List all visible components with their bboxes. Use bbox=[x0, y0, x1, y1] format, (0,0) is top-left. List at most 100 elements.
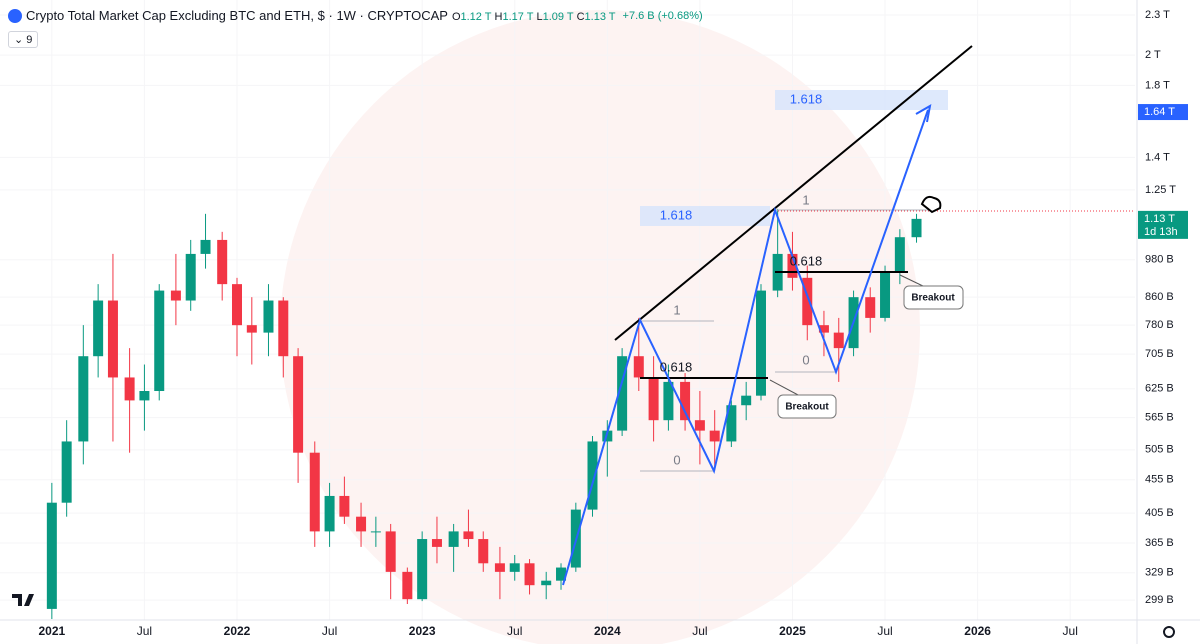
candle-body bbox=[107, 300, 118, 378]
candle-body bbox=[217, 239, 228, 285]
connector bbox=[769, 379, 801, 397]
fib-label: 1 bbox=[802, 192, 809, 207]
candle-body bbox=[431, 539, 442, 547]
cursor-icon bbox=[920, 195, 942, 214]
callout-text: Breakout bbox=[785, 402, 829, 413]
candle-body bbox=[541, 580, 552, 586]
settings-icon[interactable] bbox=[1163, 626, 1175, 638]
candle-body bbox=[617, 356, 628, 431]
candle-body bbox=[417, 539, 428, 600]
fib-label: 1 bbox=[673, 302, 680, 317]
x-tick-label: Jul bbox=[507, 624, 522, 638]
y-tick-label: 780 B bbox=[1145, 319, 1174, 331]
candle-body bbox=[370, 531, 381, 533]
candle-body bbox=[524, 563, 535, 586]
candle-body bbox=[463, 531, 474, 540]
fib-label: 1.618 bbox=[660, 207, 693, 222]
candle-body bbox=[494, 563, 505, 572]
candle-body bbox=[231, 284, 242, 326]
indicator-toggle[interactable]: ⌄ 9 bbox=[8, 31, 39, 48]
fib-label: 0.618 bbox=[660, 359, 693, 374]
candle-body bbox=[663, 381, 674, 421]
y-tick-label: 565 B bbox=[1145, 412, 1174, 424]
ohlc-key: H bbox=[494, 11, 503, 23]
ohlc-value: 1.13 T bbox=[584, 11, 616, 23]
candle-body bbox=[185, 253, 196, 301]
x-tick-label: Jul bbox=[877, 624, 892, 638]
symbol-title: Crypto Total Market Cap Excluding BTC an… bbox=[26, 8, 448, 23]
candle-body bbox=[246, 325, 257, 333]
ohlc-value: 1.17 T bbox=[502, 11, 534, 23]
ohlc-key: L bbox=[536, 11, 543, 23]
candle-body bbox=[694, 420, 705, 431]
y-tick-label: 625 B bbox=[1145, 383, 1174, 395]
candle-body bbox=[61, 441, 72, 503]
candle-body bbox=[648, 377, 659, 421]
connector bbox=[899, 274, 926, 288]
fib-label: 0 bbox=[673, 452, 680, 467]
candle-body bbox=[587, 441, 598, 510]
x-tick-label: Jul bbox=[692, 624, 707, 638]
price-badge-label: 1.64 T bbox=[1144, 106, 1175, 118]
fib-ext-box bbox=[775, 90, 948, 110]
indicator-count: 9 bbox=[26, 34, 33, 46]
candle-body bbox=[894, 237, 905, 272]
x-tick-label: Jul bbox=[1063, 624, 1078, 638]
candle-body bbox=[356, 516, 367, 532]
arrow-head bbox=[915, 104, 932, 123]
y-tick-label: 1.25 T bbox=[1145, 184, 1176, 196]
y-tick-label: 299 B bbox=[1145, 594, 1174, 606]
y-tick-label: 329 B bbox=[1145, 567, 1174, 579]
y-tick-label: 1.8 T bbox=[1145, 79, 1170, 91]
candle-body bbox=[293, 356, 304, 453]
price-badge-label: 1.13 T bbox=[1144, 213, 1175, 225]
candle-body bbox=[741, 395, 752, 406]
candle-body bbox=[880, 271, 891, 318]
tv-logo bbox=[12, 594, 34, 606]
symbol-icon bbox=[8, 8, 22, 23]
x-tick-label: 2023 bbox=[409, 624, 436, 638]
candle-body bbox=[448, 531, 459, 547]
candle-body bbox=[709, 430, 720, 442]
candle-body bbox=[833, 332, 844, 349]
callout bbox=[777, 394, 837, 419]
x-tick-label: 2026 bbox=[964, 624, 991, 638]
fib-label: 1.618 bbox=[790, 91, 823, 106]
zigzag bbox=[562, 109, 929, 586]
candle-body bbox=[263, 300, 274, 333]
y-tick-label: 365 B bbox=[1145, 537, 1174, 549]
x-tick-label: 2021 bbox=[38, 624, 65, 638]
y-tick-label: 705 B bbox=[1145, 348, 1174, 360]
candle-body bbox=[802, 277, 813, 326]
candle-body bbox=[339, 495, 350, 517]
candle-body bbox=[556, 567, 567, 581]
candle-body bbox=[139, 391, 150, 401]
candle-body bbox=[478, 539, 489, 564]
drawings: 1.618 1 0.618 0 1.618 1 0.618 0 Breakout… bbox=[562, 45, 1135, 586]
price-badge bbox=[1138, 210, 1188, 239]
candle-body bbox=[787, 253, 798, 278]
candle-body bbox=[818, 325, 829, 333]
ohlc-key: O bbox=[451, 11, 461, 23]
candle-body bbox=[124, 377, 135, 401]
y-tick-label: 505 B bbox=[1145, 444, 1174, 456]
candle-body bbox=[78, 356, 89, 442]
y-tick-label: 2 T bbox=[1145, 49, 1161, 61]
y-tick-label: 455 B bbox=[1145, 474, 1174, 486]
candle-body bbox=[309, 452, 320, 532]
candle-body bbox=[509, 563, 520, 572]
price-badge bbox=[1138, 104, 1188, 121]
candle-body bbox=[46, 502, 57, 609]
candle-body bbox=[324, 495, 335, 532]
candle-body bbox=[865, 297, 876, 318]
x-tick-label: 2022 bbox=[224, 624, 251, 638]
legend-header: Crypto Total Market Cap Excluding BTC an… bbox=[8, 8, 706, 23]
y-tick-label: 860 B bbox=[1145, 291, 1174, 303]
fib-label: 0 bbox=[802, 352, 809, 367]
change: +7.6 B (+0.68%) bbox=[622, 9, 703, 22]
candle-body bbox=[200, 239, 211, 254]
ohlc-key: C bbox=[576, 11, 585, 23]
candle-body bbox=[170, 290, 181, 301]
